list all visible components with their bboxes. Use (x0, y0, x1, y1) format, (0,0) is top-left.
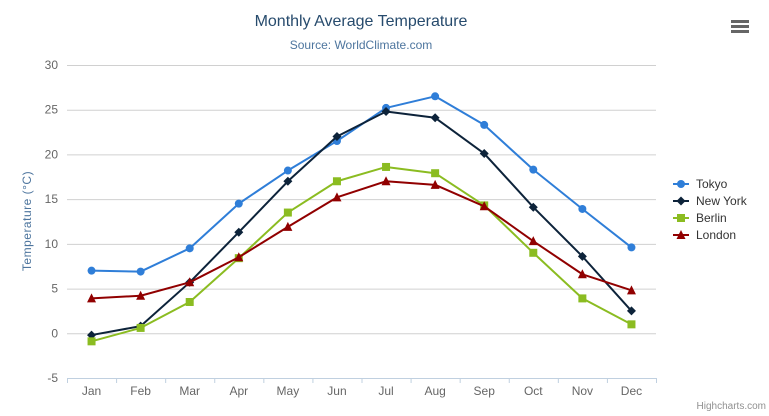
series-line-new-york (91, 110, 633, 337)
data-point-london[interactable] (87, 293, 97, 303)
x-axis-label: May (277, 384, 300, 398)
x-axis-label: Mar (179, 384, 200, 398)
legend-item-berlin[interactable]: Berlin (673, 210, 747, 226)
export-menu-button[interactable] (731, 20, 749, 33)
data-point-tokyo[interactable] (87, 266, 96, 275)
hamburger-icon (731, 20, 749, 23)
y-axis-label: -5 (47, 371, 58, 385)
data-point-berlin[interactable] (185, 297, 194, 306)
data-point-new-york[interactable] (381, 107, 391, 117)
legend-item-new-york[interactable]: New York (673, 193, 747, 209)
legend-label: London (696, 228, 737, 242)
legend: Tokyo New York Berlin London (673, 176, 747, 244)
y-axis-label: 25 (45, 103, 59, 117)
data-point-berlin[interactable] (431, 169, 440, 178)
y-axis-label: 15 (45, 192, 59, 206)
data-point-london[interactable] (136, 290, 146, 300)
y-axis-label: 0 (51, 326, 58, 340)
credits-link[interactable]: Highcharts.com (696, 401, 766, 412)
x-axis-label: Jul (378, 384, 393, 398)
data-point-tokyo[interactable] (578, 204, 587, 213)
data-point-berlin[interactable] (136, 323, 145, 332)
y-axis-label: 10 (45, 237, 59, 251)
data-point-tokyo[interactable] (627, 243, 636, 252)
data-point-new-york[interactable] (283, 176, 293, 186)
data-point-tokyo[interactable] (136, 267, 145, 276)
series-line-london (91, 180, 632, 300)
data-point-berlin[interactable] (332, 177, 341, 186)
hamburger-icon (731, 30, 749, 33)
data-point-tokyo[interactable] (234, 199, 243, 208)
triangle-marker-icon (673, 230, 689, 239)
hamburger-icon (731, 25, 749, 28)
data-point-london[interactable] (283, 221, 293, 231)
data-point-new-york[interactable] (430, 113, 440, 123)
x-axis-label: Aug (424, 384, 445, 398)
series-line-berlin (91, 165, 632, 343)
data-point-berlin[interactable] (87, 337, 96, 346)
x-axis-label: Jun (327, 384, 346, 398)
legend-item-london[interactable]: London (673, 227, 747, 243)
y-axis-title: Temperature (°C) (20, 170, 34, 272)
data-point-new-york[interactable] (577, 251, 587, 261)
legend-label: New York (696, 194, 747, 208)
legend-label: Tokyo (696, 177, 728, 191)
data-point-tokyo[interactable] (529, 165, 538, 174)
chart-subtitle: Source: WorldClimate.com (289, 38, 433, 52)
data-point-new-york[interactable] (528, 202, 538, 212)
data-point-tokyo[interactable] (283, 166, 292, 175)
square-marker-icon (673, 214, 689, 222)
x-axis-label: Apr (229, 384, 248, 398)
data-point-london[interactable] (234, 252, 244, 262)
legend-item-tokyo[interactable]: Tokyo (673, 176, 747, 192)
data-point-london[interactable] (332, 192, 342, 202)
data-point-london[interactable] (577, 269, 587, 279)
data-point-london[interactable] (626, 285, 636, 295)
x-axis-label: Dec (621, 384, 642, 398)
data-point-tokyo[interactable] (431, 92, 440, 101)
diamond-marker-icon (673, 196, 689, 206)
data-point-tokyo[interactable] (185, 244, 194, 253)
data-point-london[interactable] (185, 277, 195, 287)
y-axis-label: 30 (45, 58, 59, 72)
data-point-new-york[interactable] (87, 330, 97, 340)
data-point-berlin[interactable] (382, 162, 391, 171)
x-axis-label: Oct (524, 384, 543, 398)
data-point-new-york[interactable] (479, 149, 489, 159)
data-point-london[interactable] (479, 201, 489, 211)
chart-title: Monthly Average Temperature (254, 13, 468, 30)
data-point-new-york[interactable] (332, 132, 342, 142)
data-point-berlin[interactable] (529, 248, 538, 257)
x-axis-label: Sep (474, 384, 496, 398)
data-point-tokyo[interactable] (480, 120, 489, 129)
legend-label: Berlin (696, 211, 727, 225)
data-point-berlin[interactable] (578, 294, 587, 303)
circle-marker-icon (673, 180, 689, 188)
data-point-new-york[interactable] (234, 227, 244, 237)
data-point-new-york[interactable] (626, 306, 636, 316)
data-point-london[interactable] (381, 176, 391, 186)
y-axis-label: 5 (51, 282, 58, 296)
x-axis-label: Feb (130, 384, 151, 398)
y-axis-label: 20 (45, 147, 59, 161)
data-point-london[interactable] (430, 179, 440, 189)
data-point-london[interactable] (528, 236, 538, 246)
data-point-berlin[interactable] (283, 208, 292, 217)
x-axis-label: Jan (82, 384, 101, 398)
data-point-berlin[interactable] (627, 320, 636, 329)
x-axis-label: Nov (572, 384, 593, 398)
series-line-tokyo (91, 95, 633, 273)
